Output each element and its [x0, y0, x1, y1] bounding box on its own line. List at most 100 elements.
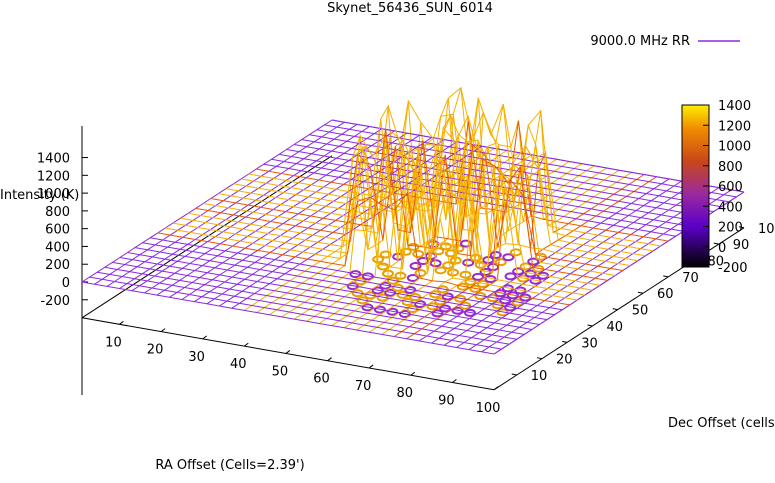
mesh-line-y — [81, 281, 495, 355]
contour-blob — [509, 248, 522, 257]
mesh-line-y — [263, 163, 676, 237]
x-tick-mark — [493, 386, 499, 391]
x-tick-label: 30 — [188, 350, 205, 365]
mesh-line-x — [293, 87, 545, 320]
contour-blob — [379, 250, 392, 259]
y-tick-mark — [511, 373, 517, 376]
mesh-line-y — [195, 146, 608, 281]
mesh-line-x — [119, 126, 370, 289]
legend-label: 9000.0 MHz RR — [590, 34, 690, 49]
z-tick-label: -200 — [40, 294, 70, 309]
mesh-line-x — [381, 110, 632, 335]
contour-blob — [412, 249, 425, 258]
mesh-line-y — [294, 144, 707, 217]
colorbar-tick-label: 1400 — [718, 99, 751, 114]
x-tick-label: 60 — [313, 372, 330, 387]
mesh-line-x — [418, 178, 670, 342]
mesh-line-x — [256, 100, 508, 313]
mesh-line-x — [81, 119, 333, 283]
contour-blob — [429, 259, 442, 268]
mesh-line-y — [134, 247, 548, 321]
mesh-line-y — [286, 149, 699, 222]
colorbar-tick-label: 0 — [718, 241, 726, 256]
x-tick-mark — [285, 350, 291, 354]
mesh-line-y — [278, 153, 692, 227]
y-tick-label: 80 — [707, 255, 724, 270]
z-axis: -200 0 200 400 600 800 1000 1200 1400 Intensity … — [0, 126, 88, 395]
x-tick-label: 20 — [147, 343, 164, 358]
mesh-line-x — [431, 180, 682, 344]
mesh-line-x — [194, 139, 445, 303]
mesh-line-x — [156, 132, 408, 296]
x-tick-mark — [119, 320, 124, 325]
z-tick-label: 1200 — [37, 169, 70, 184]
mesh-line-x — [468, 187, 720, 351]
mesh-line-y — [241, 97, 654, 252]
colorbar-tick-label: 600 — [718, 180, 743, 195]
contour-blob — [409, 261, 422, 270]
y-tick-mark — [562, 340, 568, 343]
mesh-line-y — [324, 124, 737, 198]
mesh-line-y — [172, 134, 585, 296]
surface-mesh — [81, 86, 745, 355]
contour-blob — [442, 261, 455, 270]
x-tick-label: 100 — [476, 401, 501, 416]
x-tick-label: 40 — [230, 357, 247, 372]
mesh-line-y — [225, 105, 638, 262]
y-tick-mark — [536, 357, 543, 360]
mesh-line-y — [256, 120, 669, 242]
mesh-line-y — [150, 237, 563, 311]
z-tick-label: 1000 — [37, 187, 70, 202]
y-tick-mark — [587, 324, 593, 327]
chart-title: Skynet_56436_SUN_6014 — [327, 1, 493, 16]
z-axis-ticks: -200 0 200 400 600 800 1000 1200 1400 — [37, 152, 88, 309]
y-axis-label: Dec Offset (cells) — [668, 416, 775, 431]
mesh-line-y — [180, 148, 593, 291]
x-tick-label: 10 — [105, 335, 122, 350]
y-axis-ticks: 10 20 30 40 50 60 70 80 90 100 — [511, 222, 775, 384]
y-tick-mark — [637, 291, 644, 294]
contour-blob — [434, 266, 447, 275]
y-tick-label: 100 — [758, 222, 775, 237]
mesh-line-y — [248, 86, 661, 247]
z-axis-label: Intensity (K) — [0, 188, 79, 203]
mesh-line-x — [106, 123, 358, 287]
contour-blob — [406, 273, 419, 282]
y-tick-label: 50 — [632, 304, 649, 319]
x-tick-label: 80 — [396, 386, 413, 401]
contour-blob — [432, 247, 445, 256]
floor-edge-2 — [81, 155, 333, 319]
z-tick-label: 200 — [45, 258, 70, 273]
contour-blob — [414, 269, 427, 278]
contour-blob — [527, 257, 540, 266]
colorbar: 1400 1200 1000 800 600 400 200 0 -200 — [681, 99, 751, 276]
contour-blob — [462, 258, 475, 267]
mesh-line-x — [281, 97, 533, 318]
colorbar-tick-label: 1200 — [718, 119, 751, 134]
mesh-line-y — [112, 261, 525, 335]
y-tick-mark — [663, 275, 669, 278]
contour-blob — [407, 242, 420, 251]
x-tick-label: 90 — [438, 394, 455, 409]
mesh-line-y — [233, 99, 646, 257]
mesh-line-y — [142, 242, 555, 316]
y-tick-label: 20 — [556, 353, 573, 368]
x-tick-label: 50 — [272, 364, 289, 379]
mesh-line-x — [456, 185, 707, 348]
mesh-line-y — [157, 191, 570, 306]
x-tick-label: 70 — [355, 379, 372, 394]
y-tick-label: 40 — [606, 320, 623, 335]
x-axis-ticks: 10 20 30 40 50 60 70 80 90 100 — [105, 320, 501, 416]
x-tick-mark — [327, 357, 332, 362]
mesh-line-x — [94, 121, 345, 285]
contour-blob — [494, 258, 507, 267]
mesh-line-y — [104, 266, 517, 340]
colorbar-tick-label: 200 — [718, 221, 743, 236]
z-tick-label: 400 — [45, 240, 70, 255]
mesh-line-x — [443, 182, 695, 346]
mesh-line-y — [165, 145, 578, 301]
mesh-line-y — [89, 276, 502, 350]
mesh-line-y — [97, 271, 510, 345]
y-tick-label: 90 — [733, 238, 750, 253]
